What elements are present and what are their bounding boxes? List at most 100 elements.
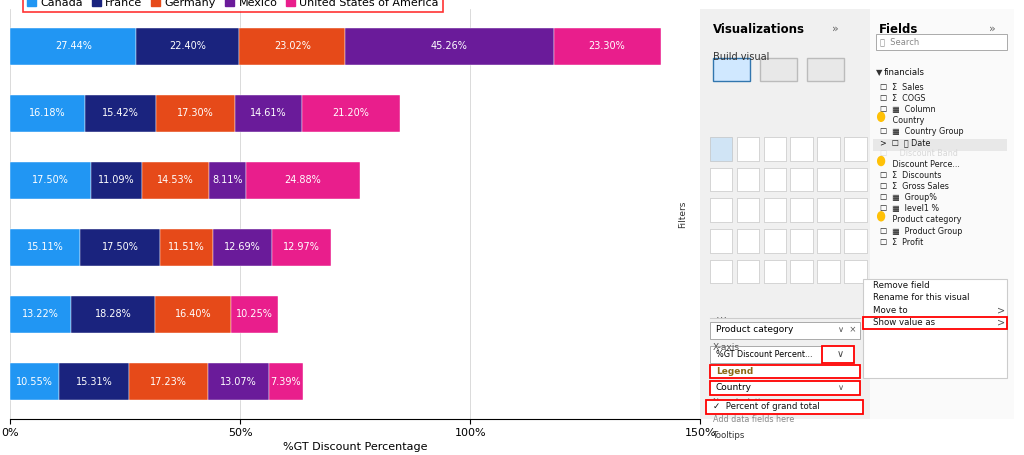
- Bar: [160, 229, 213, 266]
- FancyBboxPatch shape: [713, 58, 751, 81]
- FancyBboxPatch shape: [872, 139, 1008, 151]
- Bar: [271, 229, 331, 266]
- Text: 10.55%: 10.55%: [16, 377, 53, 387]
- Text: >: >: [996, 318, 1005, 327]
- FancyBboxPatch shape: [845, 260, 867, 283]
- Text: 15.42%: 15.42%: [101, 108, 138, 118]
- Circle shape: [878, 212, 885, 221]
- FancyBboxPatch shape: [845, 229, 867, 253]
- Bar: [10, 229, 80, 266]
- FancyBboxPatch shape: [736, 137, 759, 161]
- Bar: [554, 28, 660, 65]
- Text: Show value as: Show value as: [872, 318, 935, 327]
- Text: ☐  Σ  Gross Sales: ☐ Σ Gross Sales: [881, 182, 949, 191]
- FancyBboxPatch shape: [863, 279, 1008, 378]
- Text: 14.53%: 14.53%: [157, 175, 194, 185]
- FancyBboxPatch shape: [710, 346, 822, 363]
- FancyBboxPatch shape: [876, 34, 1008, 50]
- Text: Product category: Product category: [881, 216, 962, 224]
- Text: ☐  Σ  Discounts: ☐ Σ Discounts: [881, 171, 942, 180]
- Bar: [302, 95, 399, 131]
- FancyBboxPatch shape: [710, 198, 732, 222]
- FancyBboxPatch shape: [764, 167, 786, 191]
- Text: ✓  Percent of grand total: ✓ Percent of grand total: [713, 402, 819, 411]
- Text: >  ☐  📅 Date: > ☐ 📅 Date: [881, 138, 931, 147]
- Bar: [129, 363, 209, 400]
- Text: 10.25%: 10.25%: [236, 309, 272, 319]
- Text: 17.30%: 17.30%: [177, 108, 214, 118]
- Bar: [156, 95, 236, 131]
- Text: ☐  ▦  Column: ☐ ▦ Column: [881, 105, 936, 114]
- Text: X-axis: X-axis: [713, 343, 739, 352]
- FancyBboxPatch shape: [791, 198, 813, 222]
- Bar: [10, 162, 91, 199]
- Bar: [155, 296, 230, 333]
- FancyBboxPatch shape: [845, 137, 867, 161]
- Text: »: »: [831, 24, 839, 33]
- FancyBboxPatch shape: [791, 137, 813, 161]
- Text: %GT Discount Percent...: %GT Discount Percent...: [716, 350, 812, 359]
- FancyBboxPatch shape: [807, 58, 845, 81]
- Circle shape: [878, 157, 885, 166]
- Text: >: >: [996, 305, 1005, 315]
- Bar: [58, 363, 129, 400]
- Text: 23.30%: 23.30%: [589, 41, 626, 51]
- FancyBboxPatch shape: [869, 9, 1014, 419]
- Text: ☐  ▦  Country Group: ☐ ▦ Country Group: [881, 127, 965, 136]
- FancyBboxPatch shape: [791, 229, 813, 253]
- FancyBboxPatch shape: [817, 198, 840, 222]
- Text: ☐  Σ  Sales: ☐ Σ Sales: [881, 83, 924, 92]
- Text: 21.20%: 21.20%: [333, 108, 370, 118]
- Text: financials: financials: [884, 69, 925, 77]
- Text: 15.31%: 15.31%: [76, 377, 113, 387]
- Text: 17.50%: 17.50%: [32, 175, 69, 185]
- FancyBboxPatch shape: [817, 137, 840, 161]
- Text: ∨: ∨: [837, 349, 844, 359]
- Bar: [80, 229, 160, 266]
- FancyBboxPatch shape: [736, 260, 759, 283]
- FancyBboxPatch shape: [845, 167, 867, 191]
- Text: 🔍  Search: 🔍 Search: [881, 37, 920, 46]
- Legend: Canada, France, Germany, Mexico, United States of America: Canada, France, Germany, Mexico, United …: [23, 0, 443, 12]
- Text: 24.88%: 24.88%: [285, 175, 322, 185]
- Text: 7.39%: 7.39%: [270, 377, 301, 387]
- Bar: [246, 162, 360, 199]
- Text: 22.40%: 22.40%: [170, 41, 207, 51]
- FancyBboxPatch shape: [760, 58, 798, 81]
- Text: Filters: Filters: [678, 200, 687, 228]
- Circle shape: [878, 112, 885, 121]
- FancyBboxPatch shape: [817, 167, 840, 191]
- Text: 12.97%: 12.97%: [283, 243, 319, 253]
- FancyBboxPatch shape: [710, 322, 860, 339]
- Text: Build visual: Build visual: [713, 52, 769, 62]
- FancyBboxPatch shape: [764, 137, 786, 161]
- Bar: [240, 28, 345, 65]
- Text: ☐  ▦  level1 %: ☐ ▦ level1 %: [881, 204, 940, 213]
- Text: 8.11%: 8.11%: [212, 175, 243, 185]
- Text: 23.02%: 23.02%: [274, 41, 311, 51]
- Text: 16.18%: 16.18%: [29, 108, 66, 118]
- FancyBboxPatch shape: [736, 198, 759, 222]
- FancyBboxPatch shape: [710, 260, 732, 283]
- Text: Visualizations: Visualizations: [713, 24, 805, 36]
- Text: Discount Perce...: Discount Perce...: [881, 160, 961, 169]
- Bar: [136, 28, 240, 65]
- Bar: [85, 95, 156, 131]
- Text: No calculation: No calculation: [713, 398, 770, 407]
- Text: 16.40%: 16.40%: [174, 309, 211, 319]
- Text: Tooltips: Tooltips: [713, 431, 745, 440]
- Text: ∨: ∨: [838, 384, 844, 392]
- Text: Show value as: Show value as: [872, 318, 935, 327]
- Text: ☐     Discount Band: ☐ Discount Band: [881, 149, 958, 158]
- Text: ☐  Σ  COGS: ☐ Σ COGS: [881, 94, 926, 103]
- Text: Fields: Fields: [879, 24, 919, 36]
- Text: Remove field: Remove field: [872, 281, 929, 290]
- FancyBboxPatch shape: [863, 317, 1008, 329]
- Text: Product category: Product category: [716, 325, 794, 334]
- Text: 17.50%: 17.50%: [101, 243, 138, 253]
- Bar: [10, 363, 58, 400]
- Bar: [10, 296, 71, 333]
- Bar: [10, 95, 85, 131]
- FancyBboxPatch shape: [700, 9, 869, 419]
- Text: 13.07%: 13.07%: [220, 377, 257, 387]
